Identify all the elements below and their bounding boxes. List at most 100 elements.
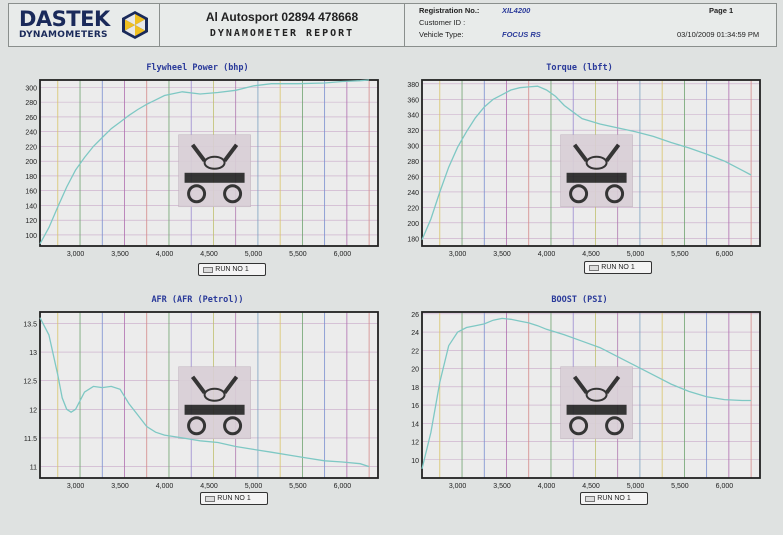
logo: DASTEK DYNAMOMETERS	[9, 4, 160, 46]
y-tick-label: 22	[411, 348, 419, 355]
x-tick-label: 3,500	[493, 483, 511, 490]
chart-boost: BOOST (PSI) 10 12 14 16 18 20 22 24 26 3,000 3,500…	[392, 295, 767, 525]
x-tick-label: 4,000	[538, 251, 556, 258]
chart-title: BOOST (PSI)	[551, 295, 608, 305]
legend-run-button[interactable]: RUN NO 1	[584, 261, 652, 274]
x-tick-label: 5,000	[627, 483, 645, 490]
watermark-wheel-icon	[187, 184, 207, 204]
watermark-piston-icon	[190, 143, 239, 162]
y-tick-label: 380	[407, 82, 419, 89]
y-tick-label: 240	[25, 130, 37, 137]
chart-plot: 180 200 220 240 260 280 300 320 340 360 380 3,000 3,…	[407, 79, 761, 258]
x-tick-label: 3,000	[449, 251, 467, 258]
chart-plot: 100 120 140 160 180 200 220 240 260 280 300 3,000 3,…	[25, 79, 379, 258]
y-tick-label: 140	[25, 203, 37, 210]
watermark-wheel-icon	[223, 416, 243, 436]
y-tick-label: 16	[411, 403, 419, 410]
x-tick-label: 5,000	[627, 251, 645, 258]
watermark-shape	[203, 387, 226, 402]
y-tick-label: 11	[30, 465, 37, 472]
registration-value: XIL4200	[502, 6, 531, 15]
y-tick-label: 13.5	[23, 321, 37, 328]
legend-run-button[interactable]: RUN NO 1	[200, 492, 268, 505]
y-tick-label: 180	[407, 236, 419, 243]
chart-torque: Torque (lbft) 180 200 220 240 260 280 300 320 34…	[392, 63, 767, 293]
y-tick-label: 200	[407, 221, 419, 228]
report-datetime: 03/10/2009 01:34:59 PM	[677, 30, 760, 39]
y-tick-label: 160	[25, 189, 37, 196]
y-tick-label: 20	[411, 367, 419, 374]
x-tick-label: 4,000	[156, 251, 174, 258]
watermark-shape	[203, 155, 226, 170]
logo-emblem-icon	[122, 11, 148, 39]
chart-title: Flywheel Power (bhp)	[146, 63, 249, 73]
x-tick-label: 5,500	[671, 251, 689, 258]
watermark-background	[178, 366, 251, 440]
watermark-wheel-icon	[605, 184, 625, 204]
watermark-logo-icon	[178, 134, 251, 208]
x-tick-label: 4,500	[582, 251, 600, 258]
x-tick-label: 3,000	[449, 483, 467, 490]
y-tick-label: 340	[407, 113, 419, 120]
watermark-logo-icon	[560, 366, 633, 440]
y-tick-label: 10	[411, 458, 419, 465]
watermark-wheel-icon	[187, 416, 207, 436]
plot-frame	[421, 79, 761, 247]
chart-plot: 10 12 14 16 18 20 22 24 26 3,000 3,500 4,000 4,500 5,…	[411, 311, 761, 490]
x-tick-label: 6,000	[334, 251, 352, 258]
watermark-piston-icon	[190, 375, 239, 394]
y-tick-label: 260	[25, 115, 37, 122]
x-tick-label: 3,500	[493, 251, 511, 258]
title-block: Al Autosport 02894 478668 DYNAMOMETER RE…	[160, 4, 405, 46]
x-tick-label: 3,000	[67, 251, 85, 258]
y-tick-label: 280	[25, 100, 37, 107]
y-tick-label: 11.5	[24, 436, 37, 443]
y-tick-label: 220	[407, 205, 419, 212]
x-tick-label: 3,500	[111, 251, 129, 258]
watermark-background	[560, 134, 633, 208]
y-tick-label: 12	[29, 407, 37, 414]
vehicle-value: FOCUS RS	[502, 30, 541, 39]
watermark-background	[560, 366, 633, 440]
legend-run-button[interactable]: RUN NO 1	[198, 263, 266, 276]
report-title: DYNAMOMETER REPORT	[209, 28, 355, 39]
y-tick-label: 360	[407, 97, 419, 104]
y-tick-label: 260	[407, 175, 419, 182]
customer-label: Customer ID :	[419, 18, 466, 27]
watermark-wheel-icon	[569, 416, 589, 436]
x-tick-label: 5,500	[671, 483, 689, 490]
chart-flywheel-power: Flywheel Power (bhp) 100 120 140 160 180 200 2…	[10, 63, 385, 293]
x-tick-label: 3,000	[67, 483, 85, 490]
series-line	[39, 317, 370, 468]
watermark-wheel-icon	[223, 184, 243, 204]
x-tick-label: 4,000	[538, 483, 556, 490]
x-tick-label: 4,500	[200, 483, 218, 490]
chart-title: Torque (lbft)	[546, 63, 613, 73]
page-number: Page 1	[709, 6, 734, 15]
logo-subtitle: DYNAMOMETERS	[19, 30, 108, 40]
watermark-piston-icon	[572, 143, 621, 162]
x-tick-label: 4,500	[200, 251, 218, 258]
y-tick-label: 14	[411, 421, 419, 428]
y-tick-label: 300	[407, 144, 419, 151]
y-tick-label: 26	[411, 312, 419, 319]
x-tick-label: 6,000	[334, 483, 352, 490]
legend-run-button[interactable]: RUN NO 1	[580, 492, 648, 505]
watermark-wheel-icon	[569, 184, 589, 204]
y-tick-label: 12	[411, 440, 419, 447]
y-tick-label: 180	[25, 174, 37, 181]
y-tick-label: 300	[25, 85, 37, 92]
chart-title: AFR (AFR (Petrol))	[151, 295, 244, 305]
y-tick-label: 320	[407, 128, 419, 135]
watermark-logo-icon	[560, 134, 633, 208]
watermark-background	[178, 134, 251, 208]
y-tick-label: 24	[411, 330, 419, 337]
x-tick-label: 5,500	[289, 251, 307, 258]
y-tick-label: 120	[25, 218, 37, 225]
y-tick-label: 18	[411, 385, 419, 392]
x-tick-label: 6,000	[716, 483, 734, 490]
logo-wordmark: DASTEK	[19, 7, 110, 31]
watermark-logo-icon	[178, 366, 251, 440]
plot-frame	[421, 311, 761, 479]
registration-label: Registration No.:	[419, 6, 480, 15]
